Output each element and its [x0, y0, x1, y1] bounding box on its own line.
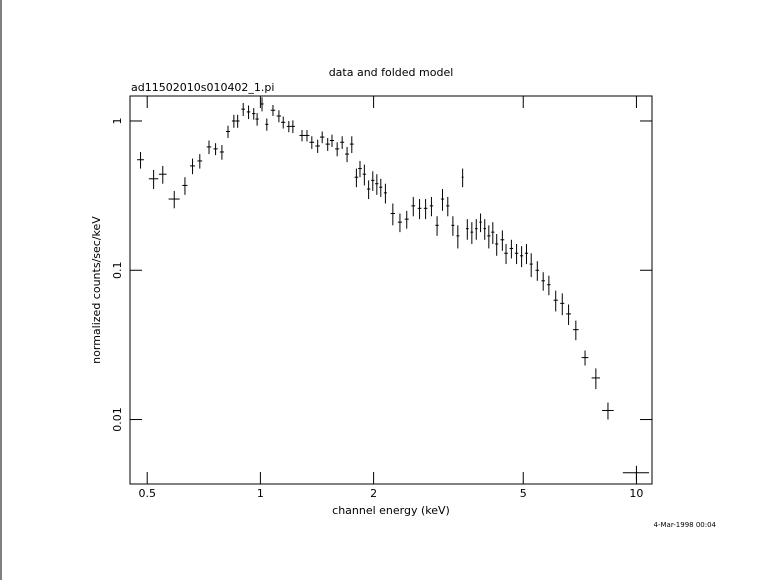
x-tick-label: 1	[257, 487, 264, 500]
x-tick-label: 5	[520, 487, 527, 500]
x-tick-label: 0.5	[138, 487, 156, 500]
y-tick-label: 0.1	[111, 262, 124, 280]
chart-title: data and folded model	[329, 66, 454, 79]
y-tick-label: 0.01	[111, 407, 124, 432]
chart-subtitle: ad11502010s010402_1.pi	[131, 81, 274, 94]
plot-frame	[129, 95, 653, 485]
x-axis-label: channel energy (keV)	[332, 504, 450, 517]
x-tick-label: 10	[629, 487, 643, 500]
x-tick-label: 2	[370, 487, 377, 500]
y-axis-label: normalized counts/sec/keV	[90, 216, 103, 364]
timestamp: 4-Mar-1998 00:04	[654, 521, 717, 529]
y-tick-label: 1	[111, 117, 124, 124]
